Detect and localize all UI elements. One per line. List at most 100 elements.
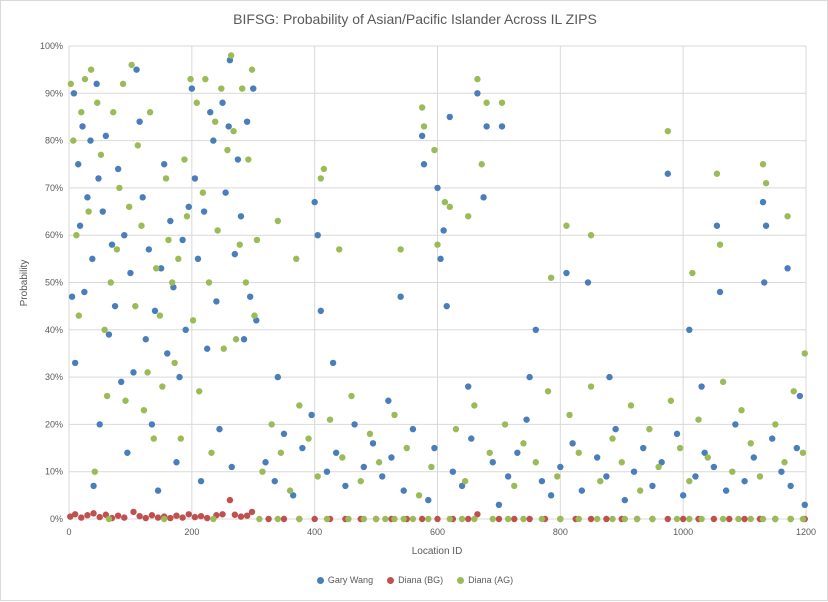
data-point [649,482,656,490]
data-point [593,454,601,461]
data-point [584,279,592,286]
data-point [187,75,194,83]
chart-title: BIFSG: Probability of Asian/Pacific Isla… [233,11,597,27]
data-point [299,444,306,452]
data-point [566,411,573,419]
data-point [772,421,779,428]
data-point [245,156,252,163]
data-point [606,373,613,381]
data-point [575,449,582,456]
data-point [722,487,730,494]
data-point [769,435,776,442]
data-point [176,373,183,381]
data-point [144,369,151,376]
data-point [108,241,116,248]
data-point [716,288,724,296]
data-point [162,175,170,182]
data-point [351,421,358,428]
data-point [277,449,285,456]
data-point [471,515,478,523]
data-point [154,514,162,521]
data-point [689,269,696,277]
gridlines [68,45,807,520]
data-point [230,127,237,135]
data-point [75,312,83,319]
data-point [504,473,512,480]
data-point [130,369,137,376]
series-diana-ag [67,52,808,523]
data-point [474,75,481,83]
data-point [621,515,629,523]
x-tick-label: 1200 [796,527,816,537]
data-point [173,512,180,519]
data-point [425,496,432,504]
data-point [686,326,693,333]
data-point [400,515,407,523]
data-point [489,515,496,523]
series-gary-wang [68,56,808,509]
data-point [199,189,207,196]
data-point [511,515,518,523]
data-point [211,118,219,125]
data-point [735,515,742,523]
data-point [339,454,346,461]
data-point [801,501,808,509]
data-point [114,512,122,519]
data-point [286,487,294,494]
data-point [79,123,86,130]
data-point [164,350,171,357]
data-point [81,75,89,83]
data-point [538,477,546,485]
data-point [478,161,485,168]
data-point [121,514,128,521]
data-point [704,454,711,461]
data-point [167,217,174,225]
data-point [84,512,91,519]
data-point [167,514,174,522]
data-point [345,515,352,523]
data-point [102,132,110,140]
data-point [465,213,472,220]
data-point [118,378,125,386]
data-point [262,459,269,466]
data-point [587,515,595,523]
data-point [726,515,733,523]
data-point [787,482,794,490]
data-point [554,473,561,480]
data-point [182,326,189,333]
data-point [185,511,192,518]
data-point [547,274,555,281]
data-point [177,435,184,442]
data-point [710,463,718,471]
data-point [105,515,113,523]
data-point [474,511,481,518]
data-point [119,80,127,88]
data-point [713,170,721,177]
data-point [434,515,441,523]
data-point [796,392,804,400]
data-point [649,515,656,523]
data-point [237,513,245,520]
data-point [228,463,235,471]
data-point [171,359,178,367]
tick-labels: 0% 10% 20% 30% 40% 50% 60% 70% 80% 90% 100% 0 200 400… [40,41,816,537]
data-point [293,255,300,263]
data-point [719,515,727,523]
data-point [544,388,552,395]
data-point [148,512,156,519]
data-point [224,146,231,154]
data-point [618,459,625,466]
data-point [391,515,398,523]
data-point [514,449,521,456]
data-point [226,496,234,504]
data-point [110,109,117,116]
data-point [692,473,699,480]
legend-marker [457,576,465,584]
data-point [698,515,705,523]
data-point [434,184,441,192]
data-point [667,397,675,404]
data-point [563,269,570,277]
data-point [128,61,135,69]
data-point [196,388,203,395]
